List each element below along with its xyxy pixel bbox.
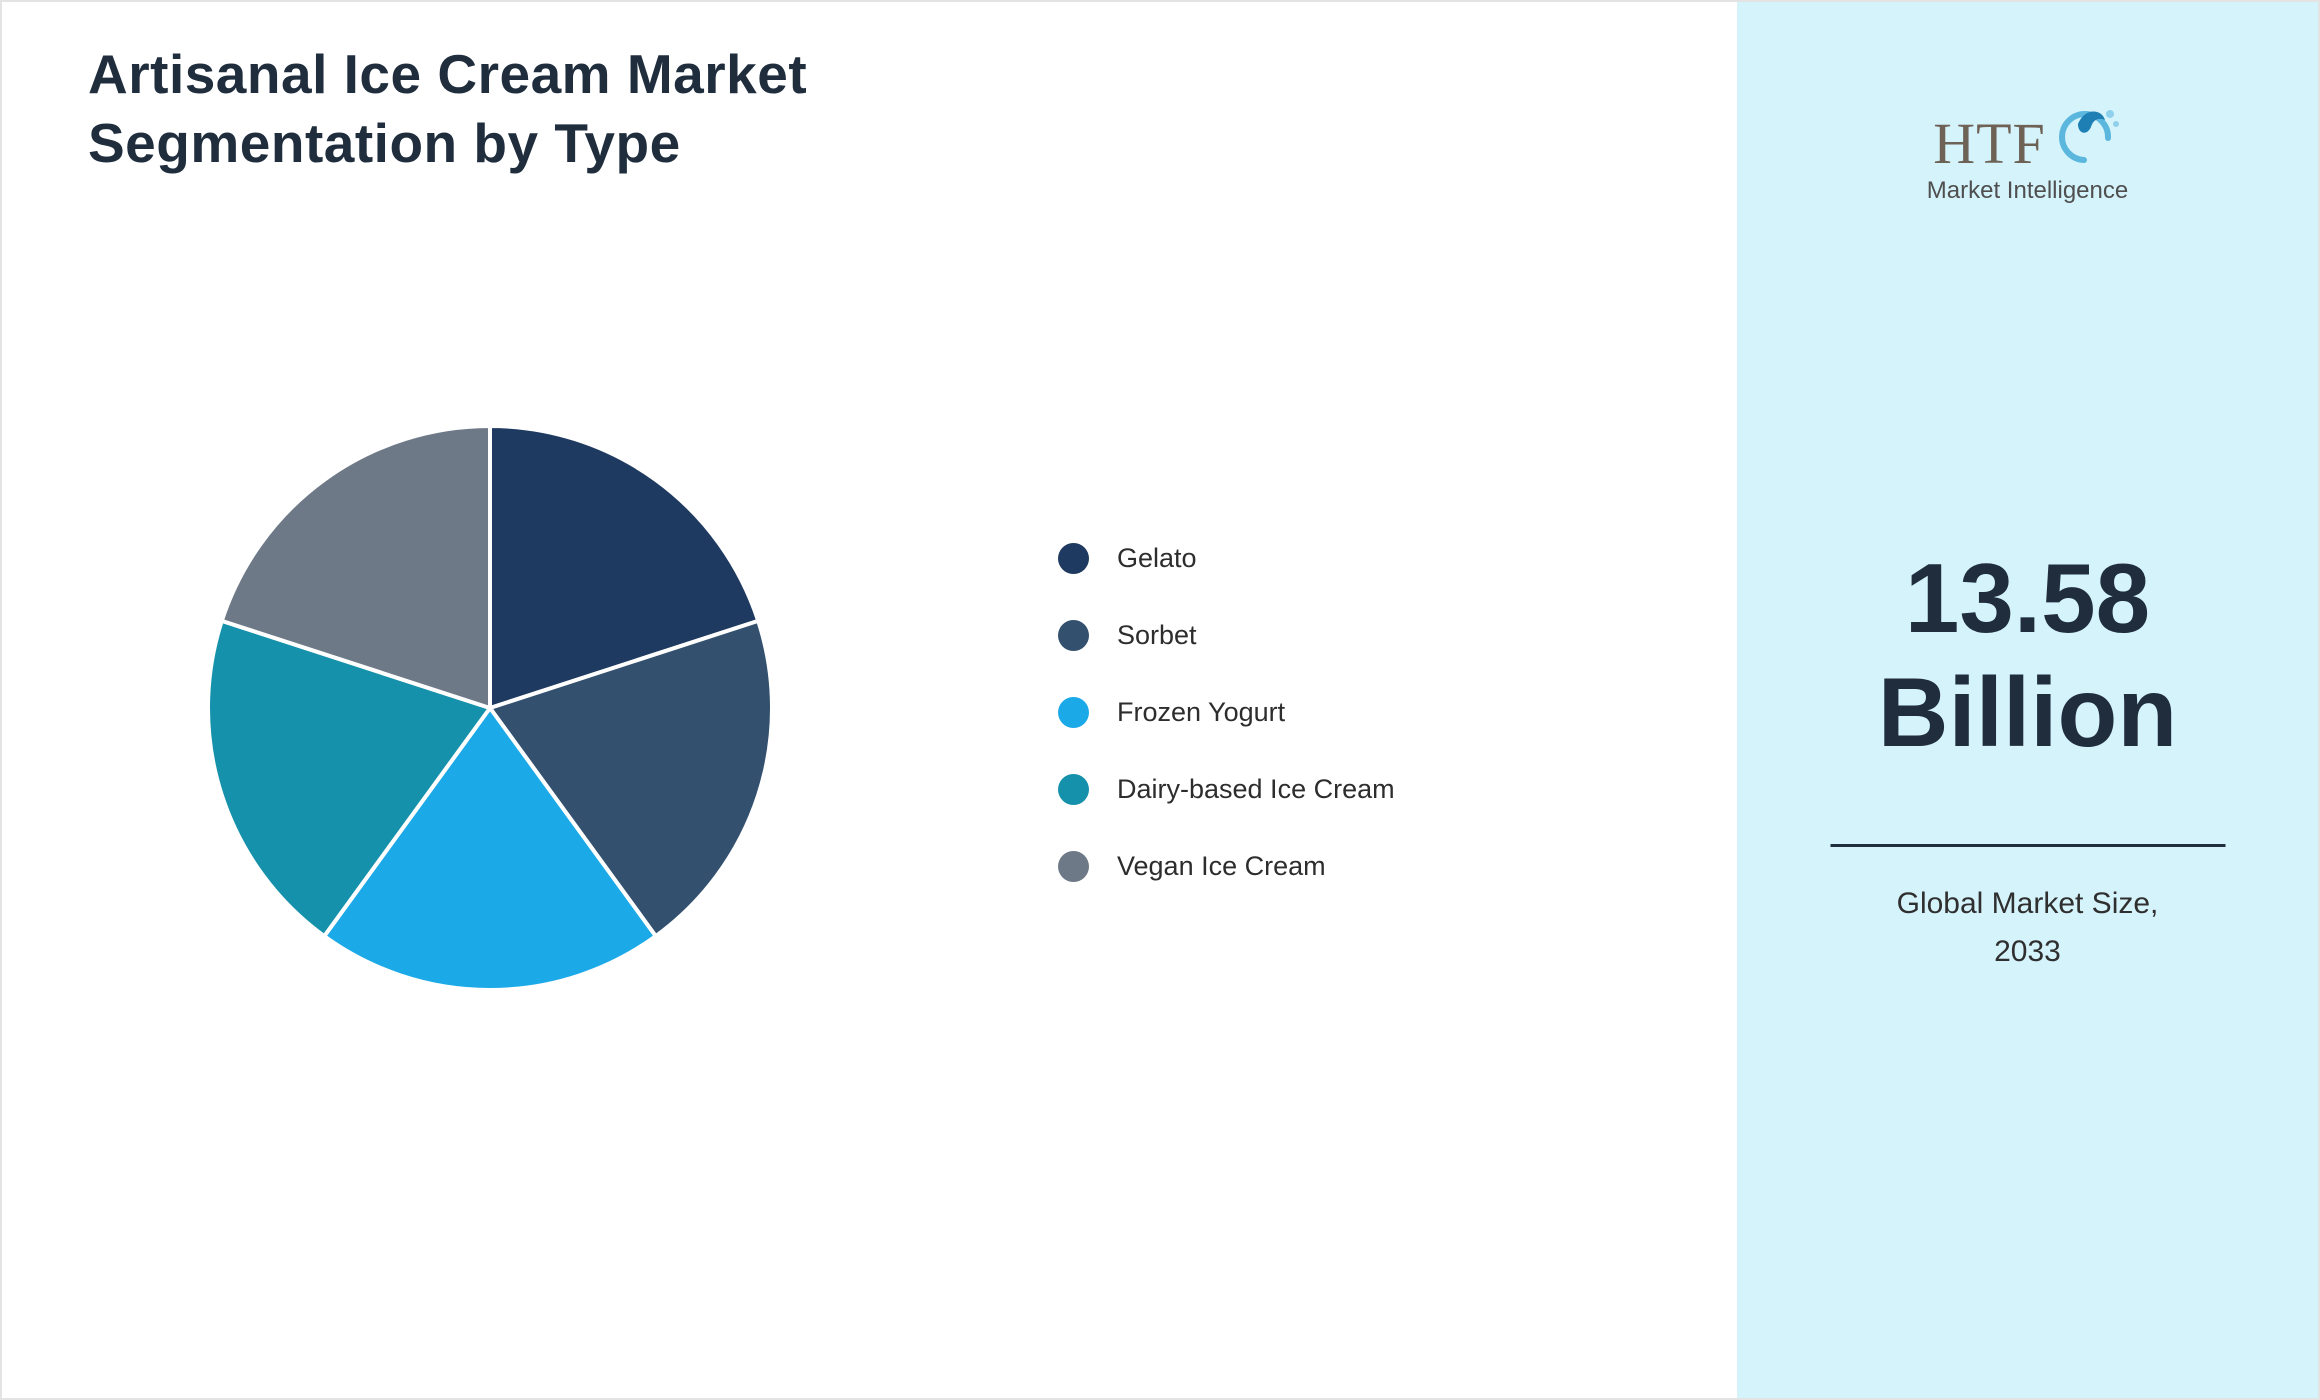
pie-slice-dairy-based-ice-cream	[206, 618, 492, 939]
dolphin-logo-icon	[2050, 102, 2122, 173]
pie-chart-svg	[206, 424, 774, 992]
legend-swatch-gelato	[1058, 542, 1089, 574]
legend-item-gelato: Gelato	[1058, 542, 1395, 574]
sidebar: HTF Market Intelligence 13.58 Billion Gl…	[1737, 2, 2318, 1398]
legend-label-dairy-based-ice-cream: Dairy-based Ice Cream	[1117, 773, 1395, 804]
sidebar-divider	[1830, 844, 2225, 847]
legend-item-frozen-yogurt: Frozen Yogurt	[1058, 696, 1395, 728]
legend-label-sorbet: Sorbet	[1117, 619, 1197, 650]
legend-item-vegan-ice-cream: Vegan Ice Cream	[1058, 850, 1395, 882]
pie-slice-vegan-ice-cream	[219, 424, 492, 710]
brand-logo-text: HTF	[1933, 111, 2046, 176]
market-size-caption: Global Market Size, 2033	[1737, 880, 2318, 976]
legend-item-dairy-based-ice-cream: Dairy-based Ice Cream	[1058, 773, 1395, 805]
legend-label-gelato: Gelato	[1117, 542, 1197, 573]
legend-swatch-dairy-based-ice-cream	[1058, 773, 1089, 805]
market-size-number: 13.58	[1904, 543, 2151, 653]
market-size-unit: Billion	[1877, 656, 2178, 767]
chart-legend: Gelato Sorbet Frozen Yogurt Dairy-based Ice…	[1058, 542, 1395, 927]
brand-logo-subtext: Market Intelligence	[1926, 177, 2129, 204]
pie-slice-frozen-yogurt	[322, 706, 658, 992]
page-title: Artisanal Ice Cream Market Segmentation …	[88, 40, 807, 178]
pie-slice-sorbet	[488, 618, 774, 939]
legend-swatch-vegan-ice-cream	[1058, 850, 1089, 882]
market-caption-line2: 2033	[1994, 935, 2061, 968]
page-title-line2: Segmentation by Type	[88, 111, 681, 174]
pie-slice-gelato	[488, 424, 761, 710]
market-size-value: 13.58 Billion	[1737, 542, 2318, 769]
legend-swatch-sorbet	[1058, 619, 1089, 651]
legend-label-vegan-ice-cream: Vegan Ice Cream	[1117, 850, 1326, 881]
legend-swatch-frozen-yogurt	[1058, 696, 1089, 728]
pie-chart	[200, 418, 780, 998]
page-title-line1: Artisanal Ice Cream Market	[88, 43, 808, 105]
brand-logo: HTF Market Intelligence	[1737, 102, 2318, 205]
market-caption-line1: Global Market Size,	[1896, 887, 2159, 920]
legend-label-frozen-yogurt: Frozen Yogurt	[1117, 696, 1286, 727]
legend-item-sorbet: Sorbet	[1058, 619, 1395, 651]
